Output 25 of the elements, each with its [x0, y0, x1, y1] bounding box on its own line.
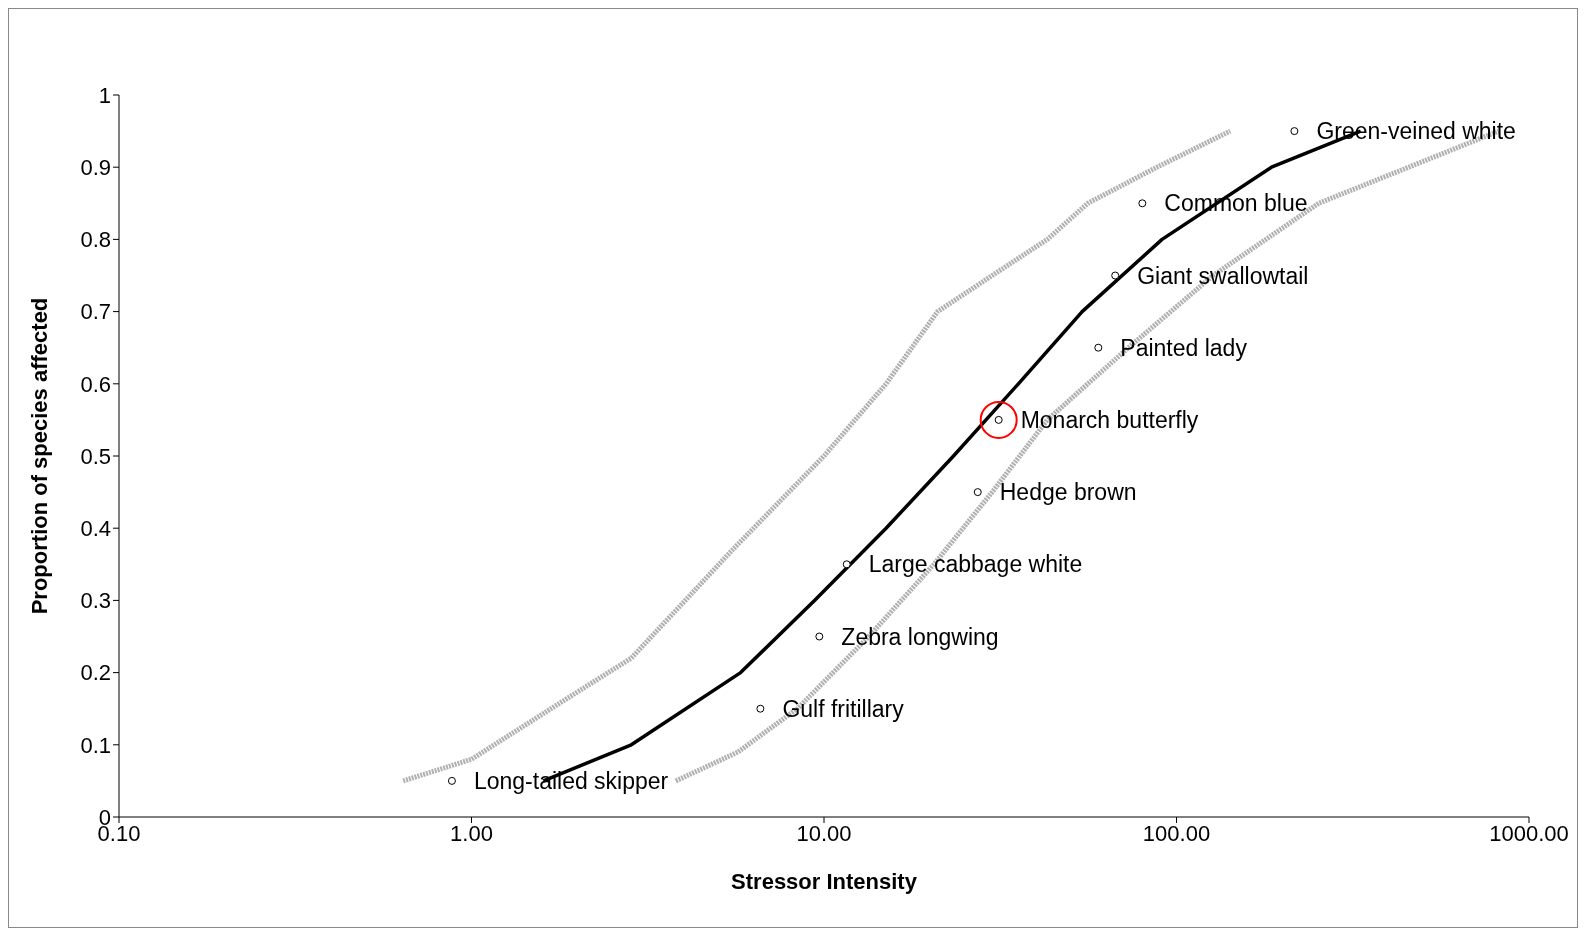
annotation: Painted lady [1120, 334, 1248, 361]
y-tick-label: 0.2 [80, 660, 111, 686]
annotation: Monarch butterfly [1020, 406, 1199, 433]
y-tick-label: 0.9 [80, 155, 111, 181]
y-axis-title: Proportion of species affected [26, 297, 52, 615]
annotation: Gulf fritillary [782, 695, 905, 722]
annotation: Green-veined white [1316, 118, 1516, 145]
x-tick-label: 1000.00 [1489, 820, 1569, 846]
annotation: Hedge brown [999, 479, 1137, 506]
x-tick-label: 10.00 [796, 820, 852, 846]
x-tick-label: 100.00 [1142, 820, 1211, 846]
y-tick-label: 0.7 [80, 299, 111, 325]
annotation: Long-tailed skipper [473, 767, 669, 794]
y-tick-label: 1 [98, 82, 111, 108]
y-tick-label: 0.5 [80, 443, 111, 469]
y-tick-label: 0.1 [80, 732, 111, 758]
x-tick-label: 1.00 [450, 820, 493, 846]
x-axis-title: Stressor Intensity [731, 869, 918, 894]
annotation: Large cabbage white [868, 551, 1083, 578]
y-tick-label: 0.4 [80, 516, 111, 542]
y-tick-label: 0.6 [80, 371, 111, 397]
y-tick-label: 0.3 [80, 588, 111, 614]
annotation: Zebra longwing [841, 623, 999, 650]
annotation: Giant swallowtail [1137, 262, 1309, 289]
y-tick-label: 0.8 [80, 227, 111, 253]
